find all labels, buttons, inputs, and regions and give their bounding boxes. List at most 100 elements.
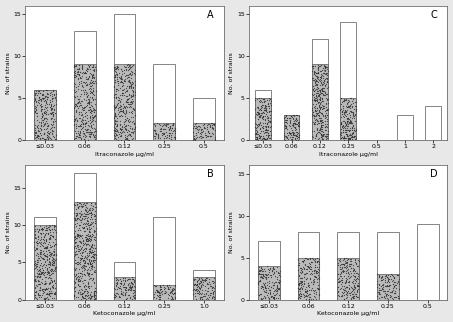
Point [80,285,87,290]
Point [72,73,79,79]
Point [73,216,81,221]
Point [89,80,96,86]
Point [72,217,80,223]
Point [342,104,349,109]
Point [122,72,130,77]
Point [34,135,41,140]
Point [263,108,270,113]
Point [294,285,302,290]
Point [33,90,40,96]
Point [32,278,39,283]
Point [170,128,178,133]
Point [81,71,88,76]
Point [255,117,262,122]
Point [194,282,201,287]
Point [81,295,88,300]
Point [84,254,91,260]
Point [79,232,86,237]
Point [36,90,43,96]
Point [77,129,84,134]
Point [76,223,83,228]
Point [349,295,357,300]
Bar [114,64,135,140]
Point [352,278,360,283]
Point [87,90,94,96]
Point [339,113,347,118]
Point [72,252,79,257]
Point [152,133,159,138]
Point [355,273,362,279]
Point [31,277,38,282]
Point [200,124,207,129]
Point [264,98,271,103]
Point [161,126,168,131]
Point [336,258,343,263]
Point [317,94,324,99]
Point [111,64,119,69]
Point [309,64,316,69]
Point [211,283,218,288]
Point [41,289,48,295]
Point [301,267,308,272]
Point [321,93,328,98]
Point [205,285,212,290]
Point [339,124,346,129]
Point [338,276,346,281]
Point [261,295,268,300]
Point [33,102,40,108]
Point [50,268,57,273]
Point [115,105,122,110]
Point [87,206,94,211]
Point [36,224,43,229]
Point [169,125,176,130]
Point [90,98,97,103]
Point [208,130,215,136]
Point [376,274,383,279]
Point [82,284,89,289]
Point [81,122,88,127]
Point [81,79,88,84]
Point [85,266,92,271]
Point [125,132,132,137]
Point [342,122,350,128]
Point [309,87,316,92]
Point [318,123,325,128]
Point [301,263,308,268]
Point [261,104,268,109]
Point [257,272,265,277]
Point [200,282,207,287]
Point [265,102,272,107]
Point [292,121,299,126]
Point [114,128,121,133]
Point [74,211,81,216]
Point [205,122,212,127]
Point [272,292,280,297]
Point [78,295,86,300]
Point [321,118,328,123]
Point [263,126,270,131]
Point [91,237,98,242]
Point [128,100,135,106]
Point [384,278,391,283]
Point [43,133,51,138]
Point [317,118,324,123]
Point [167,132,174,137]
Point [88,207,96,213]
Point [89,245,96,251]
Point [72,63,79,69]
Point [132,125,139,130]
Point [79,125,87,130]
Point [122,277,129,282]
Point [297,266,304,271]
Point [125,92,133,98]
Point [46,230,53,235]
Point [44,286,52,291]
Point [376,273,383,279]
Point [83,270,90,276]
Point [121,127,129,132]
Point [316,63,323,68]
Point [73,231,81,236]
Point [272,269,280,274]
Point [355,282,362,287]
Point [323,124,330,129]
